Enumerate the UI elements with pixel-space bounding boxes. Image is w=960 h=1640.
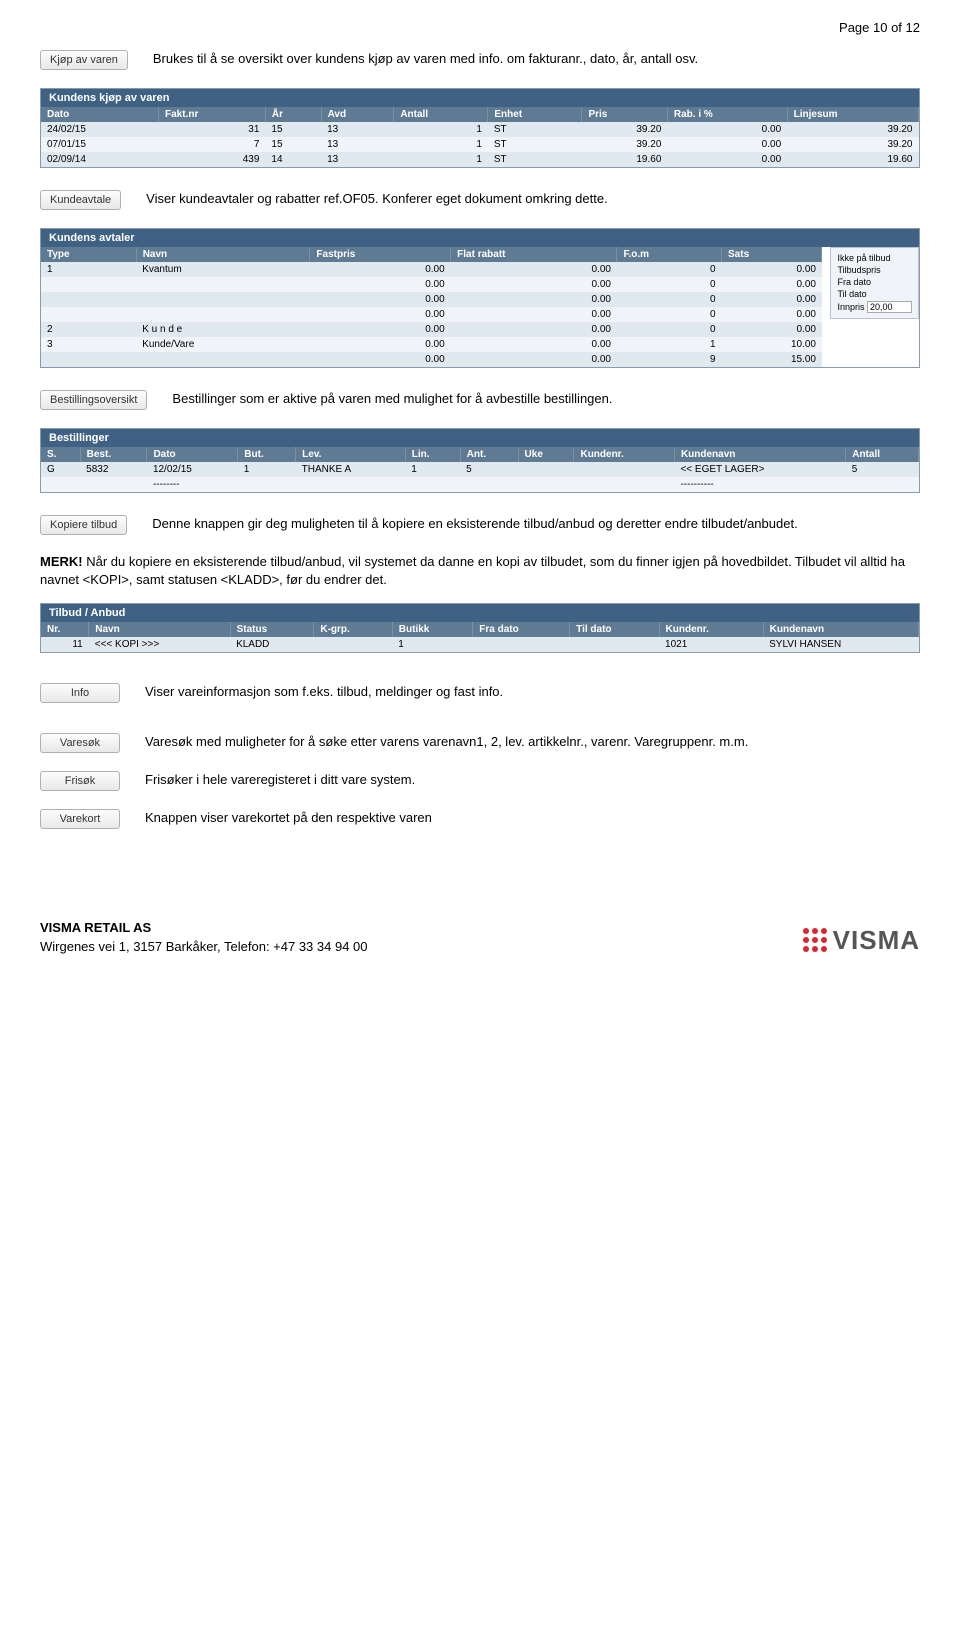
col-sats: Sats — [722, 247, 822, 262]
col-s: S. — [41, 447, 80, 462]
kopiere-tilbud-button[interactable]: Kopiere tilbud — [40, 515, 127, 535]
table-row: 1Kvantum0.000.0000.00 — [41, 262, 822, 277]
col-best: Best. — [80, 447, 147, 462]
table-row: 2K u n d e0.000.0000.00 — [41, 322, 822, 337]
table-row: G583212/02/151THANKE A15<< EGET LAGER>5 — [41, 462, 919, 477]
tilbud-anbud-table: Tilbud / Anbud Nr. Navn Status K-grp. Bu… — [40, 603, 920, 653]
visma-dots-icon — [803, 928, 827, 952]
side-l3: Fra dato — [837, 276, 912, 288]
kundeavtale-desc: Viser kundeavtaler og rabatter ref.OF05.… — [146, 190, 920, 208]
col-fom: F.o.m — [617, 247, 722, 262]
col-kundenavn: Kundenavn — [674, 447, 845, 462]
frisok-desc: Frisøker i hele vareregisteret i ditt va… — [145, 771, 920, 789]
side-l1: Ikke på tilbud — [837, 252, 912, 264]
table1-title: Kundens kjøp av varen — [41, 89, 919, 107]
col-linjesum: Linjesum — [787, 107, 918, 122]
kundens-avtaler-table: Kundens avtaler Type Navn Fastpris Flat … — [40, 228, 920, 368]
varekort-button[interactable]: Varekort — [40, 809, 120, 829]
col-dato: Dato — [41, 107, 159, 122]
col-fastpris: Fastpris — [310, 247, 451, 262]
col-nr: Nr. — [41, 622, 89, 637]
table-row: 11<<< KOPI >>>KLADD11021SYLVI HANSEN — [41, 637, 919, 652]
col-kgrp: K-grp. — [314, 622, 392, 637]
bestillingsoversikt-desc: Bestillinger som er aktive på varen med … — [172, 390, 920, 408]
col-avd: Avd — [321, 107, 394, 122]
tilbud-sidebox: Ikke på tilbud Tilbudspris Fra dato Til … — [830, 247, 919, 319]
bestillinger-table: Bestillinger S. Best. Dato But. Lev. Lin… — [40, 428, 920, 493]
footer-company: VISMA RETAIL AS — [40, 919, 368, 937]
table-row: ------------------ — [41, 477, 919, 492]
innpris-input[interactable] — [867, 301, 912, 313]
kopiere-tilbud-desc: Denne knappen gir deg muligheten til å k… — [152, 515, 920, 533]
varesok-button[interactable]: Varesøk — [40, 733, 120, 753]
table-row: 0.000.0000.00 — [41, 292, 822, 307]
col-butikk: Butikk — [392, 622, 472, 637]
visma-logo: VISMA — [803, 925, 920, 956]
col-navn4: Navn — [89, 622, 230, 637]
table-row: 0.000.0000.00 — [41, 277, 822, 292]
varekort-desc: Knappen viser varekortet på den respekti… — [145, 809, 920, 827]
bestillingsoversikt-button[interactable]: Bestillingsoversikt — [40, 390, 147, 410]
info-desc: Viser vareinformasjon som f.eks. tilbud,… — [145, 683, 920, 701]
col-lin: Lin. — [405, 447, 460, 462]
frisok-button[interactable]: Frisøk — [40, 771, 120, 791]
col-lev: Lev. — [296, 447, 406, 462]
col-but: But. — [238, 447, 296, 462]
footer-addr: Wirgenes vei 1, 3157 Barkåker, Telefon: … — [40, 938, 368, 956]
col-tildato: Til dato — [570, 622, 659, 637]
side-l4: Til dato — [837, 288, 912, 300]
kjop-av-varen-desc: Brukes til å se oversikt over kundens kj… — [153, 50, 920, 68]
col-flatrabatt: Flat rabatt — [451, 247, 617, 262]
varesok-desc: Varesøk med muligheter for å søke etter … — [145, 733, 920, 751]
side-l2: Tilbudspris — [837, 264, 912, 276]
kundeavtale-button[interactable]: Kundeavtale — [40, 190, 121, 210]
col-antall: Antall — [394, 107, 488, 122]
table3-title: Bestillinger — [41, 429, 919, 447]
merk-bold: MERK! — [40, 554, 83, 569]
col-status: Status — [230, 622, 314, 637]
table-row: 0.000.00915.00 — [41, 352, 822, 367]
merk-text: Når du kopiere en eksisterende tilbud/an… — [40, 554, 905, 587]
visma-logo-text: VISMA — [833, 925, 920, 956]
col-faktnr: Fakt.nr — [159, 107, 266, 122]
table-row: 24/02/153115131ST39.200.0039.20 — [41, 122, 919, 137]
col-kundenr4: Kundenr. — [659, 622, 763, 637]
col-ar: År — [265, 107, 321, 122]
col-rab: Rab. i % — [667, 107, 787, 122]
table-row: 0.000.0000.00 — [41, 307, 822, 322]
col-uke: Uke — [518, 447, 574, 462]
kundens-kjop-table: Kundens kjøp av varen Dato Fakt.nr År Av… — [40, 88, 920, 168]
col-navn: Navn — [136, 247, 310, 262]
col-pris: Pris — [582, 107, 667, 122]
table-row: 02/09/1443914131ST19.600.0019.60 — [41, 152, 919, 167]
col-type: Type — [41, 247, 136, 262]
col-kundenavn4: Kundenavn — [763, 622, 918, 637]
kjop-av-varen-button[interactable]: Kjøp av varen — [40, 50, 128, 70]
col-dato3: Dato — [147, 447, 238, 462]
table-row: 3Kunde/Vare0.000.00110.00 — [41, 337, 822, 352]
merk-note: MERK! Når du kopiere en eksisterende til… — [40, 553, 920, 589]
table-row: 07/01/15715131ST39.200.0039.20 — [41, 137, 919, 152]
col-enhet: Enhet — [488, 107, 582, 122]
page-number: Page 10 of 12 — [40, 20, 920, 35]
footer-address: VISMA RETAIL AS Wirgenes vei 1, 3157 Bar… — [40, 919, 368, 955]
side-l5: Innpris — [837, 302, 864, 312]
info-button[interactable]: Info — [40, 683, 120, 703]
table4-title: Tilbud / Anbud — [41, 604, 919, 622]
table2-title: Kundens avtaler — [41, 229, 919, 247]
col-ant: Ant. — [460, 447, 518, 462]
col-antall3: Antall — [846, 447, 919, 462]
col-fradato: Fra dato — [473, 622, 570, 637]
col-kundenr: Kundenr. — [574, 447, 674, 462]
